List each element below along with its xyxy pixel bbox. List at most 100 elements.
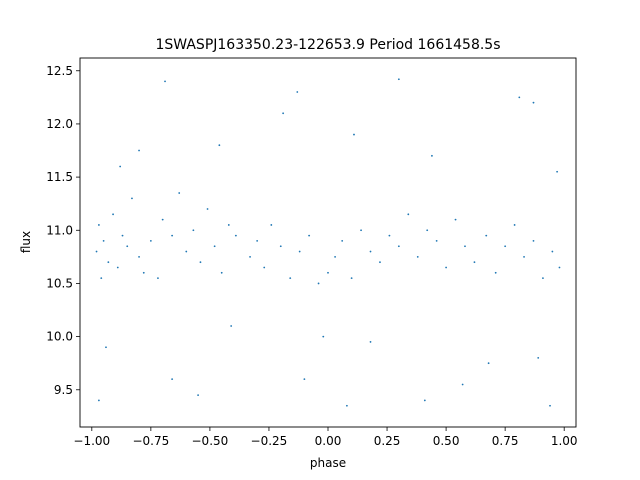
data-point (206, 208, 209, 210)
data-point (464, 245, 466, 248)
data-point (282, 112, 285, 115)
data-point (112, 213, 114, 216)
data-point (556, 170, 559, 173)
x-tick-label: −0.50 (192, 434, 229, 448)
data-point (445, 266, 447, 269)
x-axis-ticks: −1.00 −0.75 −0.50 −0.25 0.00 0.25 0.50 0.75 1.00 (73, 427, 578, 448)
y-axis-label: flux (19, 231, 33, 253)
data-point (504, 245, 507, 248)
data-point (532, 101, 535, 104)
data-point (296, 91, 299, 93)
data-point (473, 261, 476, 264)
data-point (518, 96, 521, 99)
y-tick-label: 11.5 (46, 170, 73, 184)
y-tick-label: 10.0 (46, 330, 73, 344)
data-point (199, 261, 202, 264)
x-tick-label: −0.75 (132, 434, 169, 448)
data-point (558, 266, 561, 269)
data-point (171, 234, 174, 237)
data-point (542, 277, 544, 280)
data-point (360, 229, 362, 232)
data-point (234, 234, 237, 237)
y-tick-label: 10.5 (46, 276, 73, 290)
data-point (353, 133, 355, 136)
data-point (369, 250, 372, 253)
data-point (161, 218, 164, 221)
data-point (270, 224, 273, 226)
data-point (105, 346, 107, 349)
y-tick-label: 12.0 (46, 117, 73, 131)
data-point (116, 266, 119, 269)
chart-title: 1SWASPJ163350.23-122653.9 Period 1661458… (155, 37, 500, 53)
data-point (549, 404, 551, 407)
x-tick-label: −0.25 (251, 434, 288, 448)
x-tick-label: 0.25 (374, 434, 401, 448)
data-point (308, 234, 311, 237)
plot-background (80, 58, 576, 427)
data-point (138, 255, 140, 258)
data-point (388, 234, 391, 237)
data-point (121, 234, 124, 237)
data-point (185, 250, 188, 253)
data-point (487, 362, 490, 365)
data-point (379, 261, 381, 264)
data-point (513, 224, 516, 226)
data-point (230, 325, 233, 327)
data-point (213, 245, 216, 248)
data-point (95, 250, 98, 253)
data-point (164, 80, 166, 83)
data-point (289, 277, 292, 280)
data-point (454, 218, 457, 221)
data-point (303, 378, 306, 381)
data-point (523, 255, 525, 258)
data-point (97, 224, 100, 226)
data-point (435, 240, 438, 242)
data-point (249, 255, 251, 258)
data-point (461, 383, 464, 386)
data-point (317, 282, 320, 285)
data-point (431, 154, 433, 157)
data-point (537, 356, 540, 359)
data-point (263, 266, 266, 269)
data-point (345, 404, 348, 407)
data-point (131, 197, 133, 200)
data-point (494, 271, 497, 274)
x-tick-label: 1.00 (551, 434, 578, 448)
data-point (256, 240, 259, 242)
data-point (227, 224, 230, 226)
data-point (532, 240, 535, 242)
y-tick-label: 12.5 (46, 64, 73, 78)
data-point (369, 341, 372, 343)
data-point (341, 240, 344, 242)
y-tick-label: 9.5 (54, 383, 73, 397)
data-points (95, 78, 561, 407)
x-axis-label: phase (310, 456, 346, 470)
data-point (142, 271, 145, 274)
data-point (171, 378, 174, 381)
data-point (350, 277, 353, 280)
data-point (397, 245, 400, 248)
data-point (298, 250, 301, 253)
data-point (397, 78, 400, 81)
data-point (218, 144, 221, 147)
data-point (197, 394, 199, 396)
data-point (102, 240, 105, 242)
data-point (279, 245, 282, 248)
x-tick-label: 0.00 (315, 434, 342, 448)
x-tick-label: 0.50 (433, 434, 460, 448)
data-point (423, 399, 426, 402)
data-point (126, 245, 129, 248)
data-point (485, 234, 488, 237)
data-point (327, 271, 329, 274)
y-axis-ticks: 9.5 10.0 10.5 11.0 11.5 12.0 12.5 (46, 64, 80, 397)
y-tick-label: 11.0 (46, 223, 73, 237)
data-point (107, 261, 110, 264)
data-point (407, 213, 410, 216)
x-tick-label: 0.75 (492, 434, 519, 448)
data-point (416, 255, 419, 258)
x-tick-label: −1.00 (73, 434, 110, 448)
data-point (334, 255, 336, 258)
data-point (220, 271, 223, 274)
data-point (100, 277, 103, 280)
